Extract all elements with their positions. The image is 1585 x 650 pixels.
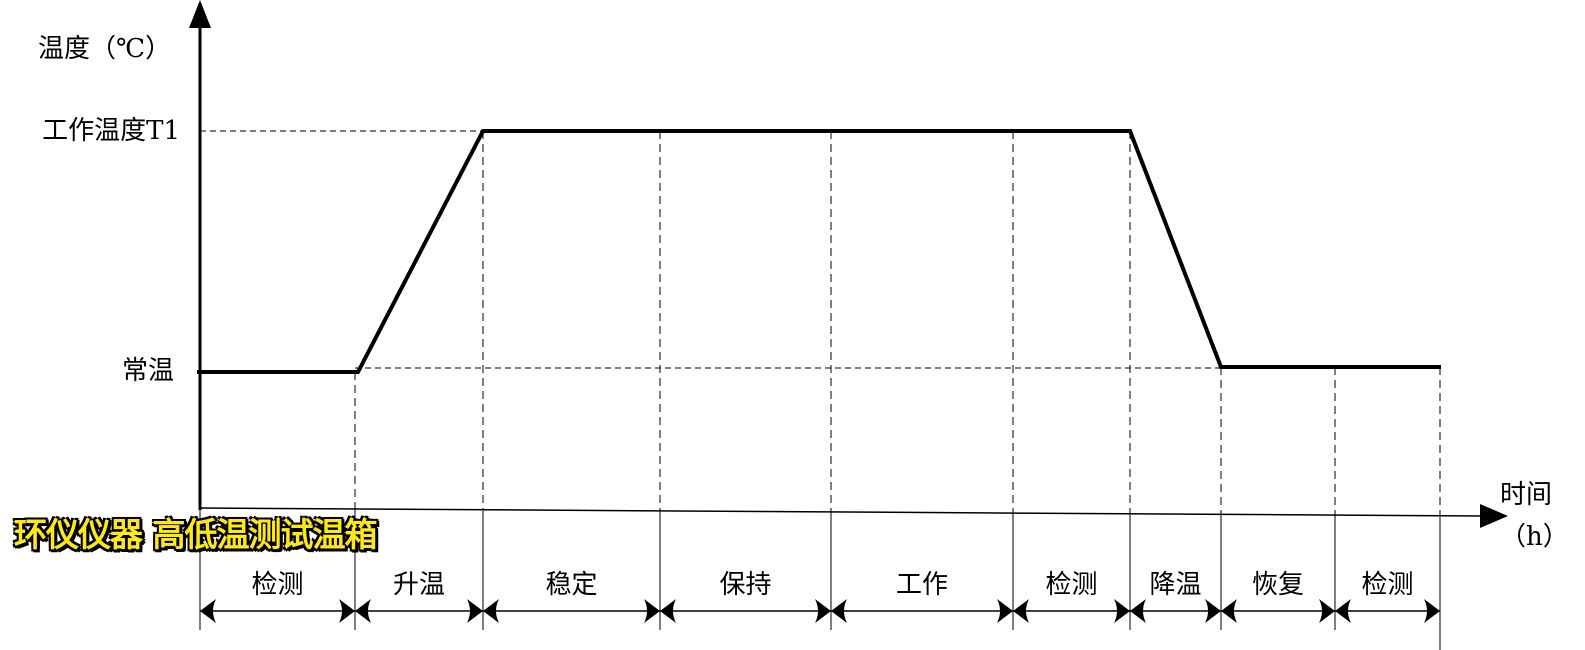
arrowhead-right-icon	[1205, 599, 1221, 623]
phase-label: 检测	[251, 570, 304, 600]
phase-label: 降温	[1149, 570, 1202, 600]
arrowhead-right-icon	[644, 599, 660, 623]
arrowhead-left-icon	[1335, 599, 1351, 623]
watermark: 环仪仪器 高低温测试温箱	[14, 515, 377, 554]
arrowhead-left-icon	[1221, 599, 1237, 623]
level-label-working: 工作温度T1	[42, 116, 180, 146]
x-axis	[199, 507, 1485, 517]
arrowhead-left-icon	[200, 599, 216, 623]
arrowhead-left-icon	[1130, 599, 1146, 623]
phase-label: 工作	[896, 570, 949, 600]
phase-label: 检测	[1045, 570, 1098, 600]
temperature-curve	[197, 129, 1441, 374]
y-axis-arrow	[189, 0, 211, 28]
y-axis-label: 温度（℃）	[38, 34, 172, 64]
arrowhead-left-icon	[660, 599, 676, 623]
phase-label: 稳定	[545, 570, 598, 600]
phase-label: 恢复	[1252, 570, 1305, 600]
arrowhead-right-icon	[815, 599, 831, 623]
arrowhead-left-icon	[831, 599, 847, 623]
arrowhead-right-icon	[1114, 599, 1130, 623]
phase-label: 检测	[1361, 570, 1414, 600]
level-label-ambient: 常温	[121, 356, 174, 386]
arrowhead-right-icon	[339, 599, 355, 623]
arrowhead-right-icon	[1424, 599, 1440, 623]
x-axis-label: 时间	[1500, 480, 1553, 510]
phase-label: 保持	[719, 570, 772, 600]
arrowhead-left-icon	[483, 599, 499, 623]
arrowhead-left-icon	[1013, 599, 1029, 623]
arrowhead-left-icon	[355, 599, 371, 623]
arrowhead-right-icon	[1319, 599, 1335, 623]
phase-label: 升温	[393, 570, 446, 600]
arrowhead-right-icon	[467, 599, 483, 623]
arrowhead-right-icon	[997, 599, 1013, 623]
x-axis-arrow	[1480, 504, 1508, 528]
x-axis-unit: （h）	[1500, 522, 1569, 552]
